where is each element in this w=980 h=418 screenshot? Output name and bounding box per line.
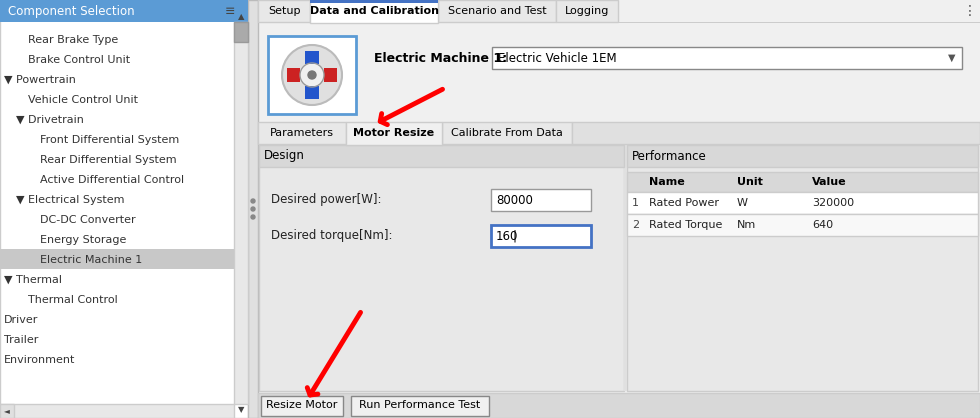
Circle shape: [282, 45, 342, 105]
Text: Desired power[W]:: Desired power[W]:: [271, 193, 381, 206]
Bar: [442, 122, 572, 144]
Circle shape: [251, 199, 255, 203]
Bar: [627, 145, 978, 391]
Text: ▼ Drivetrain: ▼ Drivetrain: [16, 115, 84, 125]
Text: Thermal Control: Thermal Control: [28, 295, 118, 305]
Text: 2: 2: [632, 220, 639, 230]
Text: Nm: Nm: [737, 220, 757, 230]
Bar: [627, 192, 978, 214]
Text: 160: 160: [496, 229, 518, 242]
Text: W: W: [737, 198, 748, 208]
Bar: [624, 145, 627, 391]
Bar: [234, 22, 248, 42]
Bar: [258, 122, 346, 144]
Bar: [261, 395, 343, 415]
Bar: [0, 0, 248, 22]
Bar: [0, 404, 14, 418]
Text: Electric Machine 1:: Electric Machine 1:: [374, 51, 507, 64]
Bar: [258, 0, 980, 418]
Bar: [305, 86, 319, 99]
Circle shape: [251, 215, 255, 219]
Bar: [258, 393, 980, 418]
Text: Design: Design: [264, 150, 305, 163]
Bar: [491, 225, 591, 247]
Bar: [259, 145, 624, 391]
Text: Setup: Setup: [268, 6, 300, 16]
Text: 80000: 80000: [496, 194, 533, 206]
Text: Motor Resize: Motor Resize: [354, 128, 434, 138]
Text: Performance: Performance: [632, 150, 707, 163]
Circle shape: [251, 207, 255, 211]
Text: 320000: 320000: [812, 198, 855, 208]
Text: Desired torque[Nm]:: Desired torque[Nm]:: [271, 229, 393, 242]
Text: DC-DC Converter: DC-DC Converter: [40, 215, 135, 225]
Text: Unit: Unit: [737, 177, 762, 187]
Bar: [310, 0, 438, 23]
Bar: [492, 47, 962, 69]
Text: Data and Calibration: Data and Calibration: [310, 6, 438, 16]
Text: Rated Power: Rated Power: [649, 198, 719, 208]
Text: Energy Storage: Energy Storage: [40, 235, 126, 245]
Bar: [268, 36, 356, 114]
Bar: [627, 214, 978, 236]
Text: Brake Control Unit: Brake Control Unit: [28, 55, 130, 65]
Bar: [324, 68, 337, 82]
Text: Driver: Driver: [4, 315, 38, 325]
Bar: [258, 22, 980, 23]
Text: Electric Machine 1: Electric Machine 1: [40, 255, 142, 265]
Text: Name: Name: [649, 177, 685, 187]
Bar: [259, 145, 624, 167]
Text: ▼: ▼: [948, 53, 956, 63]
Bar: [287, 68, 300, 82]
Bar: [234, 22, 248, 404]
Bar: [438, 0, 556, 22]
Bar: [346, 122, 442, 145]
Text: Parameters: Parameters: [270, 128, 334, 138]
Text: ▲: ▲: [238, 13, 244, 21]
Text: |: |: [513, 229, 516, 242]
Text: Electric Vehicle 1EM: Electric Vehicle 1EM: [498, 51, 616, 64]
Text: Logging: Logging: [564, 6, 610, 16]
Text: Component Selection: Component Selection: [8, 5, 134, 18]
Text: ▼ Thermal: ▼ Thermal: [4, 275, 62, 285]
Bar: [0, 249, 234, 269]
Circle shape: [300, 63, 324, 87]
Bar: [248, 0, 258, 418]
Text: ▼ Electrical System: ▼ Electrical System: [16, 195, 124, 205]
Bar: [627, 145, 978, 167]
Bar: [491, 189, 591, 211]
Text: Rear Brake Type: Rear Brake Type: [28, 35, 119, 45]
Text: Trailer: Trailer: [4, 335, 38, 345]
Text: ▼: ▼: [238, 405, 244, 415]
Text: ⋮: ⋮: [963, 4, 977, 18]
Bar: [305, 51, 319, 64]
Text: Scenario and Test: Scenario and Test: [448, 6, 546, 16]
Bar: [556, 0, 618, 22]
Text: Rated Torque: Rated Torque: [649, 220, 722, 230]
Bar: [627, 172, 978, 192]
Text: ▼ Powertrain: ▼ Powertrain: [4, 75, 75, 85]
Text: 1: 1: [632, 198, 639, 208]
Bar: [572, 122, 980, 144]
Text: Value: Value: [812, 177, 847, 187]
Text: Run Performance Test: Run Performance Test: [360, 400, 480, 410]
Text: Resize Motor: Resize Motor: [267, 400, 338, 410]
Bar: [310, 0, 438, 3]
Bar: [258, 0, 310, 22]
Text: Environment: Environment: [4, 355, 75, 365]
Text: Calibrate From Data: Calibrate From Data: [451, 128, 563, 138]
Text: Rear Differential System: Rear Differential System: [40, 155, 176, 165]
Bar: [0, 404, 234, 418]
Text: ≡: ≡: [224, 5, 235, 18]
Text: ◄: ◄: [4, 406, 10, 415]
Bar: [0, 0, 248, 418]
Text: Vehicle Control Unit: Vehicle Control Unit: [28, 95, 138, 105]
Circle shape: [308, 71, 316, 79]
Text: Front Differential System: Front Differential System: [40, 135, 179, 145]
Bar: [351, 395, 489, 415]
Text: 640: 640: [812, 220, 833, 230]
Text: Active Differential Control: Active Differential Control: [40, 175, 184, 185]
